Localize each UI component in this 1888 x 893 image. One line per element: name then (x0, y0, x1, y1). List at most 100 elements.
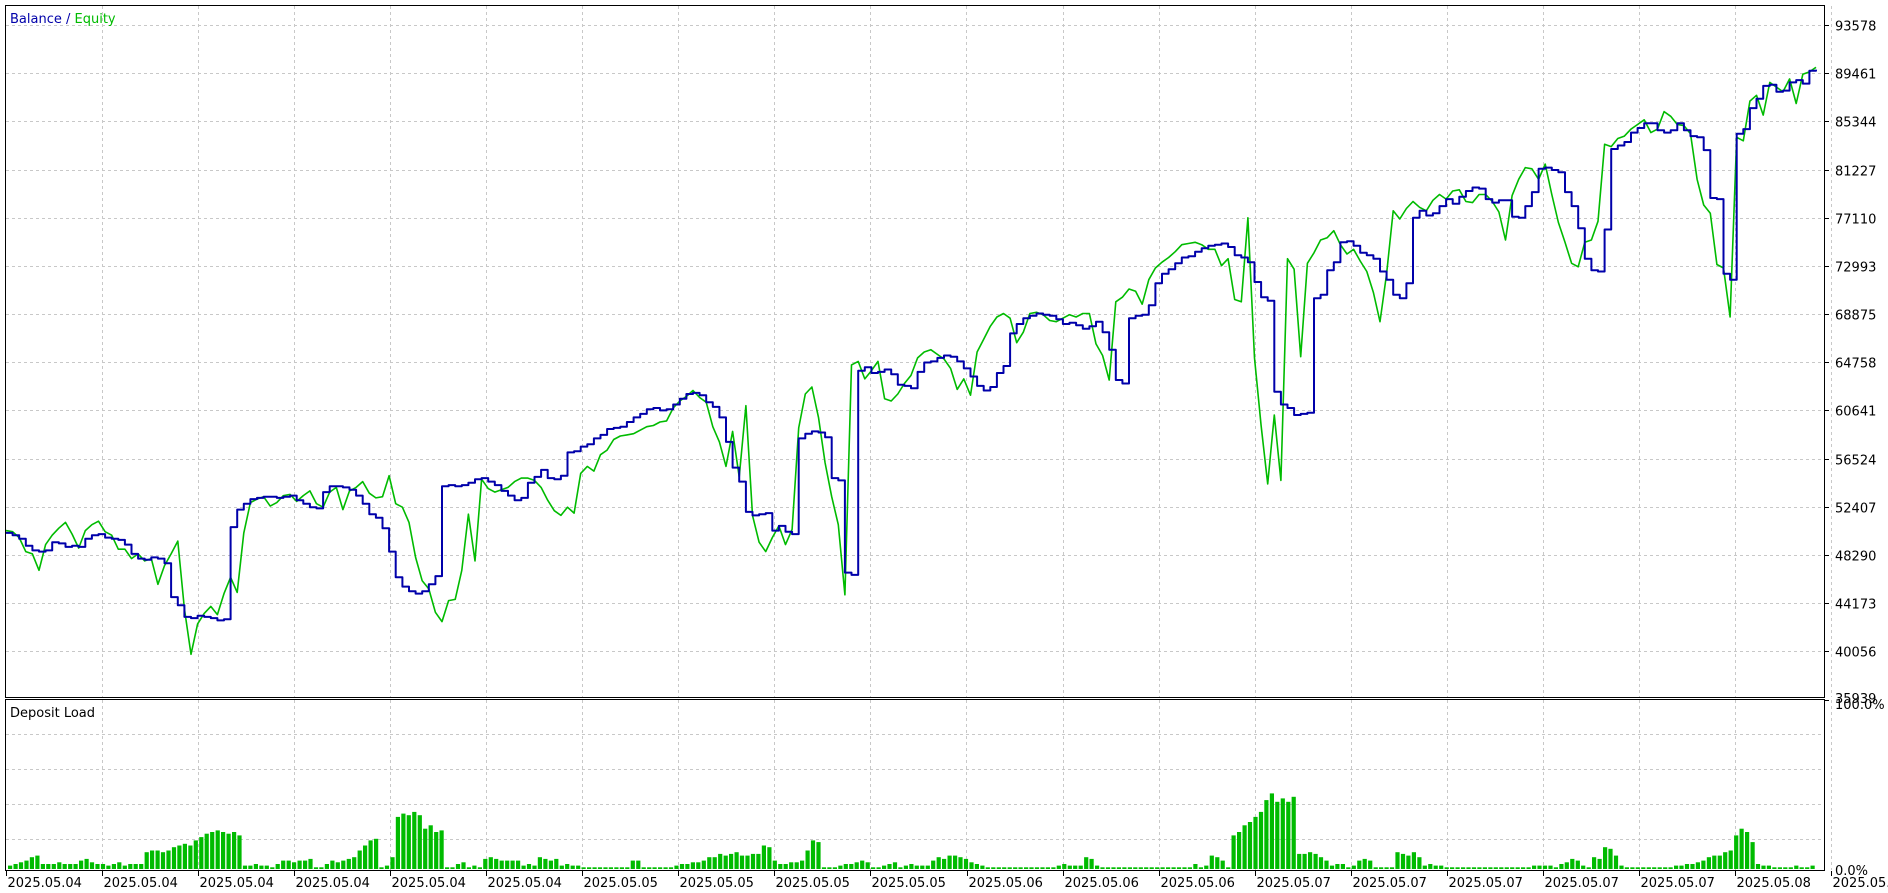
deposit-load-bar (1308, 852, 1313, 869)
y-tick-label: 93578 (1835, 20, 1876, 35)
deposit-load-bar (838, 865, 843, 869)
main-grid (6, 6, 1832, 697)
deposit-load-bar (783, 864, 788, 869)
deposit-load-bar (1510, 867, 1515, 869)
deposit-load-bar (286, 860, 291, 869)
deposit-load-bar (499, 860, 504, 869)
x-tick-label: 2025.05.04 (104, 876, 178, 891)
deposit-load-bar (379, 867, 384, 869)
deposit-load-bar (679, 864, 685, 869)
deposit-load-bar (942, 858, 947, 869)
deposit-load-bar (1007, 867, 1012, 869)
deposit-load-bar (248, 865, 253, 869)
deposit-load-bar (139, 864, 144, 869)
deposit-load-bar (199, 837, 204, 869)
balance-line (6, 69, 1817, 622)
deposit-load-bar (1515, 867, 1520, 869)
deposit-load-bar (18, 862, 24, 869)
deposit-load-bar (210, 832, 215, 869)
deposit-load-bar (51, 864, 56, 869)
deposit-load-bar (1127, 867, 1132, 869)
deposit-load-bar (412, 811, 417, 869)
deposit-load-bar (1586, 867, 1591, 869)
deposit-load-bar (483, 858, 488, 869)
deposit-load-bar (1706, 857, 1711, 869)
deposit-load-bar (455, 864, 461, 869)
x-tick-label: 2025.05.05 (776, 876, 850, 891)
deposit-load-bar (1575, 860, 1580, 869)
deposit-load-bar (603, 867, 608, 869)
deposit-load-bar (417, 815, 422, 869)
deposit-load-bar (1389, 867, 1395, 869)
deposit-load-bar (685, 864, 690, 869)
deposit-load-bar (308, 858, 313, 869)
deposit-load-bar (1384, 867, 1389, 869)
deposit-load-bar (521, 865, 526, 869)
x-tick-label: 2025.05.08 (1833, 876, 1888, 891)
deposit-load-bar (1329, 865, 1335, 869)
deposit-load-bar (1073, 865, 1078, 869)
deposit-load-bar (106, 865, 111, 869)
deposit-load-bar (1226, 867, 1231, 869)
deposit-load-bar (903, 865, 908, 869)
deposit-load-bar (1570, 858, 1575, 869)
x-tick-label: 2025.05.07 (1545, 876, 1619, 891)
deposit-load-bar (1275, 801, 1280, 869)
deposit-load-bar (887, 864, 892, 869)
deposit-load-bar (84, 858, 89, 869)
deposit-load-bar (1613, 855, 1619, 869)
deposit-load-bar (204, 833, 209, 869)
deposit-load-bar (1095, 865, 1100, 869)
deposit-load-bar (1133, 867, 1138, 869)
deposit-load-bar (439, 830, 444, 869)
deposit-load-bar (985, 867, 990, 869)
deposit-load-bar (1450, 867, 1455, 869)
deposit-load-bar (614, 867, 619, 869)
deposit-load-bar (1242, 825, 1247, 869)
deposit-load-bar (854, 862, 859, 869)
deposit-load-bar (991, 867, 996, 869)
deposit-load-bar (1198, 867, 1203, 869)
x-tick-label: 2025.05.06 (1161, 876, 1235, 891)
deposit-load-bar (625, 867, 630, 869)
deposit-load-bar (193, 840, 198, 869)
deposit-load-bar (221, 832, 226, 869)
deposit-load-bar (445, 867, 450, 869)
chart-title: Balance / Equity (10, 12, 116, 27)
deposit-load-bar (1499, 867, 1504, 869)
deposit-load-bar (8, 865, 13, 869)
deposit-load-bar (1116, 867, 1121, 869)
deposit-load-bar (1286, 801, 1291, 869)
deposit-load-bar (559, 865, 564, 869)
deposit-load-bar (658, 867, 663, 869)
deposit-load-title: Deposit Load (10, 706, 95, 721)
deposit-load-bar (215, 830, 220, 869)
deposit-load-bar (1466, 867, 1471, 869)
deposit-load-bar (576, 865, 581, 869)
deposit-load-bar (477, 867, 482, 869)
deposit-load-bar (35, 855, 40, 869)
deposit-load-bar (1291, 796, 1296, 869)
deposit-load-bar (1690, 864, 1695, 869)
deposit-load-bar (89, 862, 95, 869)
deposit-load-bar (1794, 865, 1799, 869)
deposit-load-bar (712, 857, 717, 869)
deposit-load-bar (128, 864, 133, 869)
deposit-load-bar (1728, 850, 1733, 869)
deposit-load-bar (1253, 816, 1258, 869)
deposit-load-bar (810, 840, 816, 869)
deposit-load-bar (395, 816, 400, 869)
y-tick-label: 81227 (1835, 165, 1876, 180)
x-tick-label: 2025.05.07 (1641, 876, 1715, 891)
deposit-load-bar (1346, 867, 1351, 869)
deposit-load-bar (1766, 865, 1771, 869)
deposit-load-bar (346, 858, 351, 869)
deposit-load-bar (1187, 867, 1192, 869)
deposit-load-bar (1542, 865, 1548, 869)
deposit-load-bar (936, 857, 941, 869)
deposit-load-bar (281, 860, 286, 869)
deposit-load-bar (335, 862, 340, 869)
deposit-load-bar (13, 864, 18, 869)
x-tick-label: 2025.05.07 (1353, 876, 1427, 891)
deposit-load-bar (554, 858, 559, 869)
